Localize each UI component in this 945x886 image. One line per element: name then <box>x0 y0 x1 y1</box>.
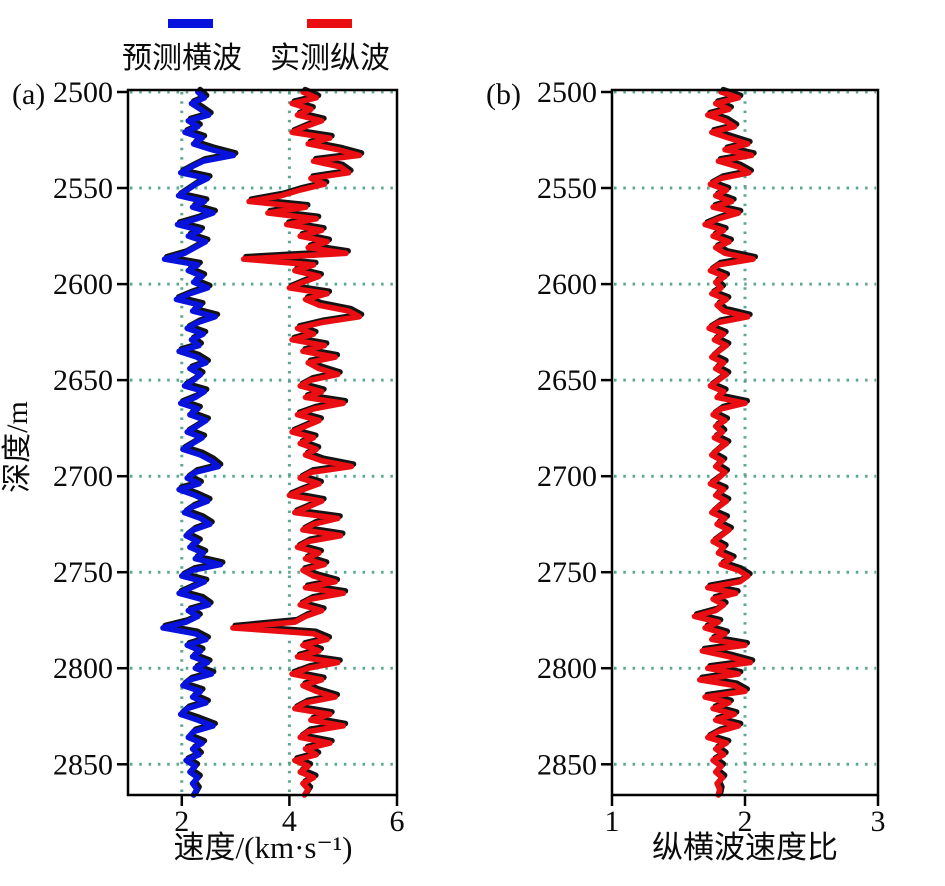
depth-tick-label: 2850 <box>53 748 113 781</box>
depth-tick-label: 2700 <box>537 460 597 493</box>
depth-tick-label: 2750 <box>537 556 597 589</box>
curve-预测横波 <box>160 89 237 798</box>
curves-layer <box>160 86 759 798</box>
depth-tick-label: 2500 <box>53 76 113 109</box>
panel-b-tag: (b) <box>486 78 521 111</box>
depth-tick-label: 2600 <box>537 268 597 301</box>
depth-tick-label: 2650 <box>53 364 113 397</box>
depth-tick-label: 2650 <box>537 364 597 397</box>
curve-纵横波速度比 <box>691 89 756 798</box>
legend-swatch-measured-p-wave <box>307 19 352 28</box>
legend-label-predicted-s-wave: 预测横波 <box>122 42 242 75</box>
gridlines-layer <box>130 90 876 793</box>
depth-tick-label: 2500 <box>537 76 597 109</box>
curve-实测纵波 <box>230 89 363 798</box>
panel-b-x-axis-title: 纵横波速度比 <box>652 830 838 865</box>
curve-shadow-实测纵波 <box>232 86 365 796</box>
depth-tick-label: 2750 <box>53 556 113 589</box>
x-tick-label: 2 <box>738 805 753 838</box>
axes-layer: 2500 2550 2600 2650 2700 2750 2800 2850 2 4 6 2500 2… <box>53 76 886 838</box>
depth-tick-label: 2600 <box>53 268 113 301</box>
depth-tick-label: 2800 <box>537 652 597 685</box>
legend-label-measured-p-wave: 实测纵波 <box>270 42 390 75</box>
depth-tick-label: 2550 <box>537 172 597 205</box>
plot-frame <box>126 88 399 797</box>
depth-tick-label: 2700 <box>53 460 113 493</box>
depth-tick-label: 2550 <box>53 172 113 205</box>
x-tick-label: 1 <box>605 805 620 838</box>
depth-tick-label: 2800 <box>53 652 113 685</box>
depth-tick-label: 2850 <box>537 748 597 781</box>
x-tick-label: 2 <box>174 805 189 838</box>
panel-a-x-axis-title: 速度/(km·s⁻¹) <box>174 830 353 865</box>
panel-a-tag: (a) <box>12 78 45 111</box>
legend-swatch-predicted-s-wave <box>168 19 213 28</box>
x-tick-label: 4 <box>282 805 297 838</box>
x-tick-label: 3 <box>871 805 886 838</box>
x-tick-label: 6 <box>390 805 405 838</box>
y-axis-title: 深度/m <box>1 401 34 493</box>
